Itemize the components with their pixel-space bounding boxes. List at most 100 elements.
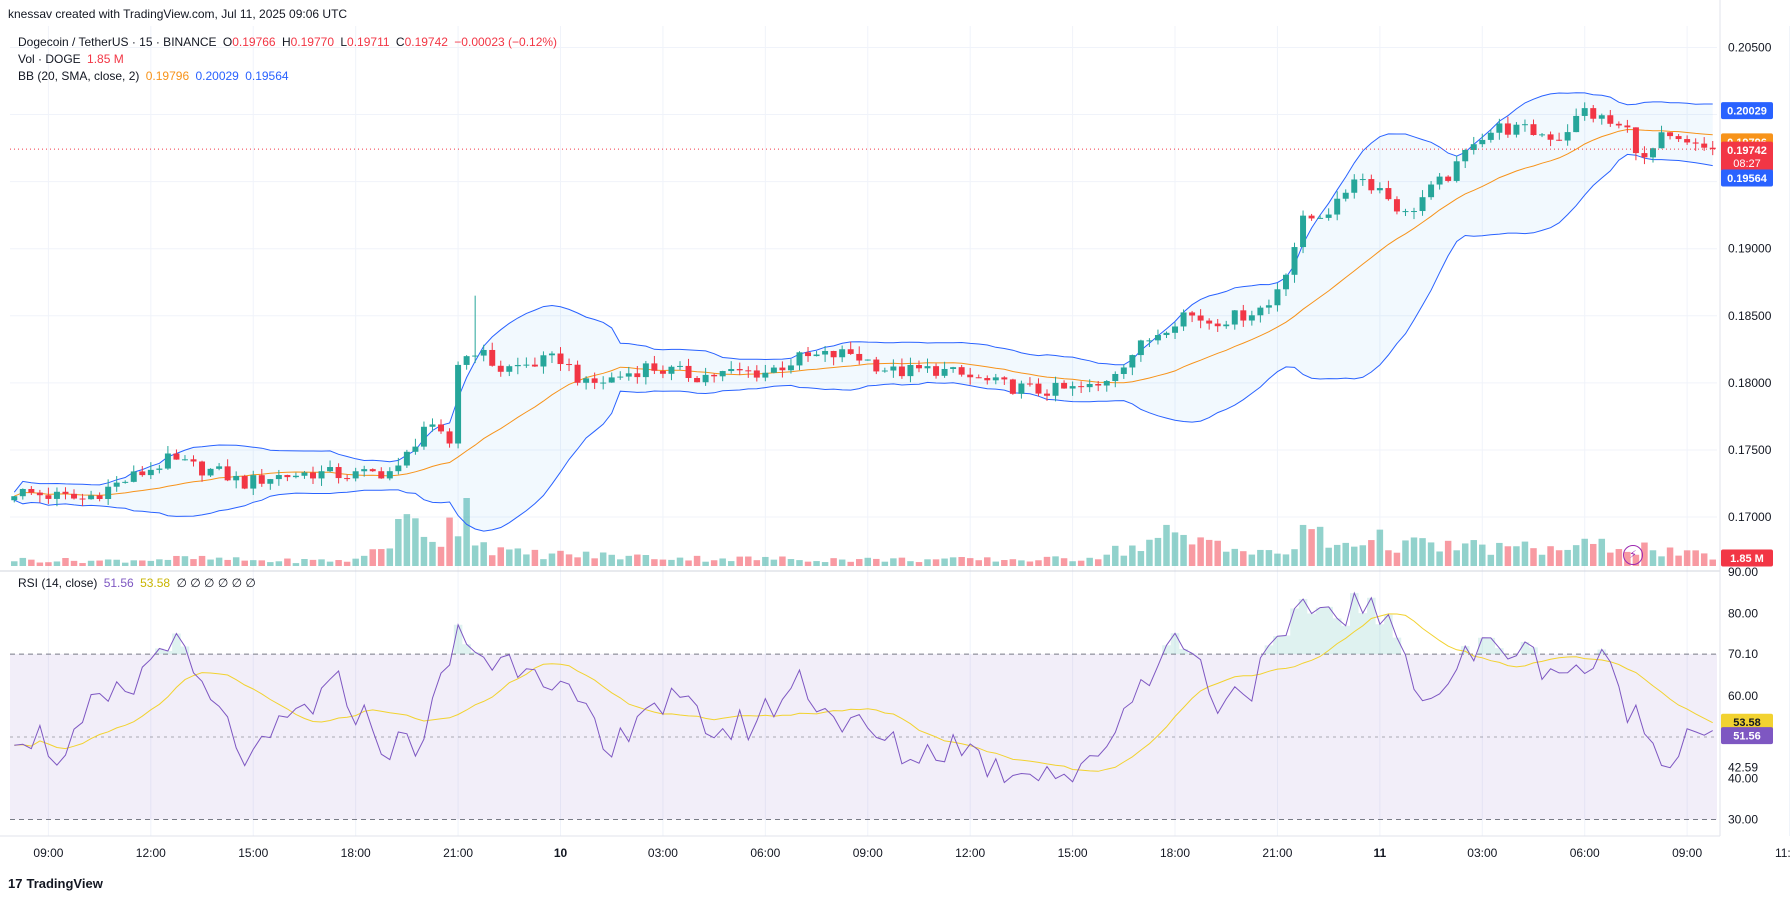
volume-bar bbox=[378, 549, 385, 566]
candle-body bbox=[941, 368, 948, 376]
candle-body bbox=[181, 459, 188, 461]
candle-body bbox=[1658, 132, 1665, 149]
volume-bar bbox=[1205, 539, 1213, 566]
candle-body bbox=[890, 366, 897, 371]
volume-bar bbox=[1709, 559, 1716, 566]
candle-body bbox=[1521, 124, 1528, 126]
volume-bar bbox=[1018, 560, 1025, 566]
volume-bar bbox=[343, 561, 351, 566]
candle-body bbox=[642, 363, 649, 378]
lightning-icon[interactable]: ⚡ bbox=[1623, 545, 1643, 565]
volume-bar bbox=[480, 542, 487, 566]
volume-bar bbox=[1683, 550, 1691, 566]
volume-bar bbox=[284, 558, 291, 566]
candle-body bbox=[28, 488, 35, 493]
candle-body bbox=[62, 491, 69, 494]
candle-body bbox=[1257, 307, 1264, 316]
ohlc-o-label: O bbox=[222, 35, 233, 49]
volume-bar bbox=[599, 552, 607, 566]
volume-bar bbox=[1146, 539, 1153, 566]
volume-bar bbox=[1009, 559, 1017, 566]
volume-bar bbox=[1444, 540, 1452, 566]
volume-bar bbox=[79, 563, 86, 566]
candle-body bbox=[1598, 115, 1605, 119]
volume-bar bbox=[941, 558, 948, 566]
candle-body bbox=[489, 349, 496, 366]
candle-body bbox=[873, 359, 880, 372]
volume-bar bbox=[1299, 524, 1307, 566]
candle-body bbox=[88, 495, 95, 500]
volume-bar bbox=[70, 560, 78, 566]
volume-bar bbox=[224, 559, 231, 566]
volume-bar bbox=[958, 557, 965, 566]
candle-body bbox=[608, 377, 615, 383]
candle-body bbox=[1163, 332, 1170, 336]
volume-bar bbox=[1180, 534, 1187, 566]
candle-body bbox=[122, 481, 129, 483]
candle-body bbox=[1223, 324, 1230, 327]
volume-bar bbox=[1188, 544, 1196, 566]
candle-body bbox=[258, 475, 265, 484]
rsi-line bbox=[14, 591, 1713, 784]
volume-bar bbox=[497, 547, 505, 566]
volume-bar bbox=[1521, 541, 1529, 566]
tradingview-logo[interactable]: 17 TradingView bbox=[8, 876, 103, 891]
candle-body bbox=[1291, 247, 1298, 275]
candle-body bbox=[634, 373, 641, 378]
volume-bar bbox=[53, 561, 61, 566]
candle-body bbox=[420, 426, 427, 447]
volume-bar bbox=[1589, 543, 1597, 566]
candle-body bbox=[1402, 211, 1409, 213]
volume-bar bbox=[369, 549, 376, 566]
volume-bar bbox=[45, 562, 52, 566]
volume-bar bbox=[1666, 547, 1674, 566]
rsi-tick-label: 40.00 bbox=[1728, 771, 1758, 785]
volume-bar bbox=[984, 557, 991, 566]
volume-bar bbox=[898, 557, 906, 566]
volume-bar bbox=[335, 560, 342, 566]
brand-name: TradingView bbox=[26, 876, 103, 891]
volume-bar bbox=[710, 560, 718, 566]
candle-body bbox=[1607, 115, 1614, 124]
symbol-legend[interactable]: Dogecoin / TetherUS · 15 · BINANCE O0.19… bbox=[18, 34, 560, 50]
candle-body bbox=[1376, 188, 1383, 191]
volume-value: 1.85 M bbox=[87, 52, 124, 66]
candle-body bbox=[1103, 381, 1110, 386]
volume-bar bbox=[531, 549, 539, 566]
candle-body bbox=[770, 367, 777, 373]
candle-body bbox=[1214, 323, 1221, 327]
time-tick-label: 21:00 bbox=[443, 846, 473, 860]
candle-body bbox=[1675, 136, 1682, 140]
rsi-tick-label: 90.00 bbox=[1728, 565, 1758, 579]
volume-bar bbox=[557, 550, 564, 566]
candle-body bbox=[1701, 143, 1708, 148]
volume-bar bbox=[1094, 559, 1102, 566]
candle-body bbox=[1436, 176, 1443, 185]
volume-bar bbox=[232, 557, 240, 566]
candle-body bbox=[241, 475, 248, 489]
price-tick-label: 0.20500 bbox=[1728, 40, 1772, 54]
bb-legend[interactable]: BB (20, SMA, close, 2) 0.19796 0.20029 0… bbox=[18, 68, 292, 84]
volume-bar bbox=[147, 560, 155, 566]
candle-body bbox=[685, 365, 692, 379]
volume-bar bbox=[1692, 550, 1699, 566]
volume-bar bbox=[1316, 526, 1324, 566]
candle-body bbox=[497, 365, 504, 372]
rsi-tick-label: 30.00 bbox=[1728, 813, 1758, 827]
candle-body bbox=[284, 475, 291, 478]
volume-legend[interactable]: Vol · DOGE 1.85 M bbox=[18, 51, 127, 67]
candle-body bbox=[1359, 179, 1366, 181]
candle-body bbox=[1095, 383, 1102, 386]
candle-body bbox=[711, 374, 718, 377]
candle-body bbox=[378, 471, 385, 479]
candle-body bbox=[1556, 139, 1563, 141]
candle-body bbox=[506, 366, 513, 372]
rsi-legend[interactable]: RSI (14, close) 51.56 53.58 ∅ ∅ ∅ ∅ ∅ ∅ bbox=[18, 575, 259, 591]
time-tick-label: 15:00 bbox=[1058, 846, 1088, 860]
volume-bar bbox=[250, 560, 257, 566]
volume-bar bbox=[582, 551, 590, 566]
bb-band-fill bbox=[14, 92, 1713, 532]
volume-bar bbox=[540, 559, 547, 566]
volume-bar bbox=[676, 557, 684, 566]
